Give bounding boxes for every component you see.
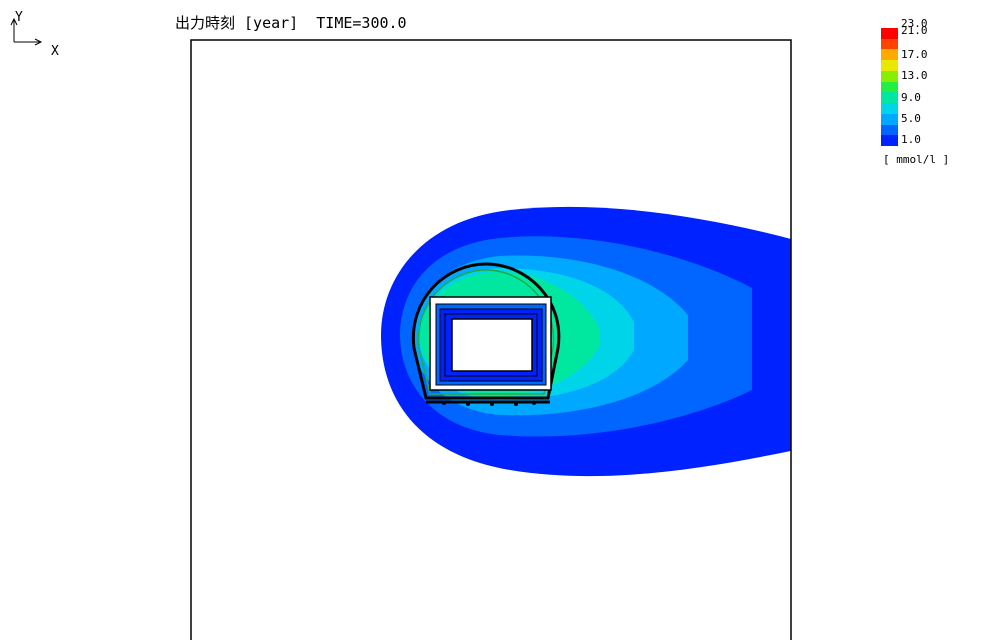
- repository-structure: [411, 262, 561, 406]
- legend-band-2: [881, 38, 898, 50]
- tunnel-outer-lining: [411, 262, 561, 400]
- legend-band-10: [881, 124, 898, 136]
- legend-tick-9: 9.0: [901, 91, 921, 104]
- legend-unit: [ mmol/l ]: [883, 153, 950, 166]
- legend-tick-21: 21.0: [901, 24, 928, 37]
- legend-tick-13: 13.0: [901, 69, 928, 82]
- waste-package: [451, 318, 533, 372]
- legend-band-7: [881, 92, 898, 104]
- legend-band-9: [881, 113, 898, 126]
- legend-band-6: [881, 81, 898, 93]
- axis-y-label: Y: [15, 10, 23, 25]
- plot-frame: [190, 39, 792, 640]
- color-legend: 23.0 21.0 17.0 13.0 9.0 5.0 1.0 [ mmol/l…: [881, 18, 981, 172]
- legend-tick-1: 1.0: [901, 133, 921, 146]
- legend-band-11: [881, 135, 898, 147]
- axis-x-label: X: [51, 44, 59, 59]
- legend-band-1: [881, 28, 898, 40]
- legend-band-4: [881, 60, 898, 72]
- floor-bolts: [442, 401, 536, 406]
- legend-band-8: [881, 103, 898, 115]
- legend-band-3: [881, 49, 898, 61]
- legend-tick-17: 17.0: [901, 48, 928, 61]
- tunnel-inner-lining: [417, 269, 555, 395]
- chart-title: 出力時刻 [year] TIME=300.0: [175, 14, 407, 32]
- legend-band-5: [881, 70, 898, 83]
- axis-orientation-icon: [8, 14, 68, 64]
- legend-tick-5: 5.0: [901, 112, 921, 125]
- legend-tick-23: 23.0: [901, 17, 928, 30]
